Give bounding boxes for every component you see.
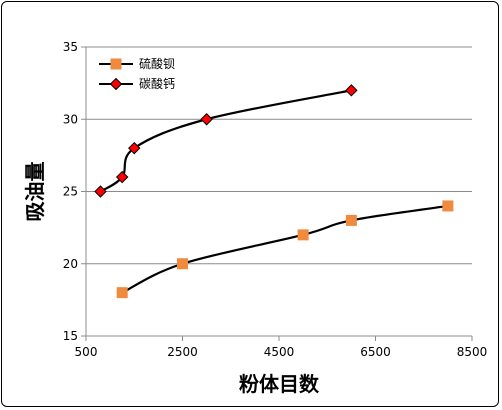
x-tick-label-8500: 8500 xyxy=(457,345,488,359)
y-tick-label-35: 35 xyxy=(63,40,78,54)
series-2-point-5 xyxy=(345,84,358,97)
series-1 xyxy=(116,200,454,299)
series-1-point-2 xyxy=(177,258,188,270)
y-tick-labels: 15 20 25 30 35 xyxy=(63,40,78,343)
series-1-point-4 xyxy=(345,214,357,226)
x-tick-label-500: 500 xyxy=(75,345,98,359)
series-1-point-5 xyxy=(442,200,454,212)
y-tick-label-30: 30 xyxy=(63,112,78,126)
y-tick-label-25: 25 xyxy=(63,185,78,199)
series-2 xyxy=(94,84,358,198)
series-2-point-1 xyxy=(94,185,107,198)
y-axis-title: 吸油量 xyxy=(23,162,47,222)
legend-label-1: 硫酸钡 xyxy=(139,56,175,71)
y-tick-label-15: 15 xyxy=(63,329,78,343)
series-2-line xyxy=(99,89,352,193)
legend-marker-1 xyxy=(110,58,122,70)
series-2-point-2 xyxy=(115,170,129,184)
series-2-point-3 xyxy=(128,141,141,155)
legend-label-2: 碳酸钙 xyxy=(139,76,175,91)
gridlines xyxy=(86,46,472,265)
y-tick-label-20: 20 xyxy=(63,257,78,271)
x-tick-labels: 500 2500 4500 6500 8500 xyxy=(75,345,488,359)
series-layer xyxy=(94,84,454,299)
x-tick-label-2500: 2500 xyxy=(167,345,198,359)
series-1-point-1 xyxy=(116,287,128,299)
legend-marker-2 xyxy=(109,77,123,91)
series-2-point-4 xyxy=(200,113,213,126)
axes xyxy=(81,46,473,341)
x-tick-label-4500: 4500 xyxy=(264,345,295,359)
series-1-point-3 xyxy=(297,229,309,241)
x-axis-title: 粉体目数 xyxy=(239,372,320,396)
x-tick-label-6500: 6500 xyxy=(360,345,391,359)
series-1-line xyxy=(121,204,449,294)
